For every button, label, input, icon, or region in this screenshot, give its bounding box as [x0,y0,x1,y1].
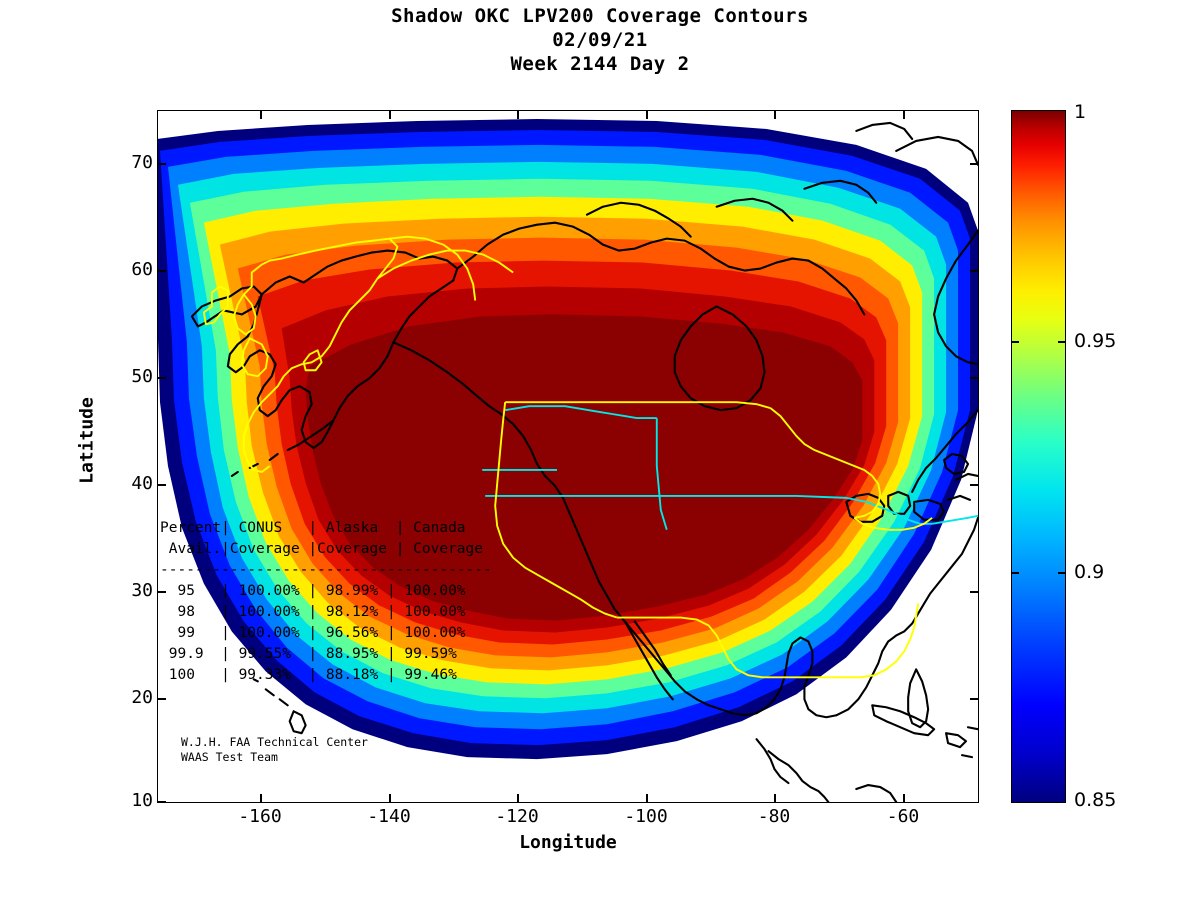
title-line-1: Shadow OKC LPV200 Coverage Contours [391,5,809,27]
x-tick-top-100 [646,110,648,119]
colorbar-tick-0.9-right [1058,572,1066,574]
colorbar-label-1: 1 [1074,101,1087,123]
colorbar-gradient [1012,111,1065,802]
y-tick-label-30: 30 [131,580,153,601]
y-tick-right-30 [970,591,979,593]
contour-band-1.0 [305,314,863,621]
colorbar-tick-0.95-left [1011,341,1019,343]
x-tick-100 [646,794,648,803]
y-tick-70 [157,163,166,165]
y-tick-label-70: 70 [131,152,153,173]
y-tick-30 [157,591,166,593]
x-tick-120 [517,794,519,803]
colorbar-tick-0.95-right [1058,341,1066,343]
service-volume-boundaries [202,235,933,679]
coverage-contour-bands [158,118,978,760]
x-tick-top-160 [260,110,262,119]
colorbar-label-0.95: 0.95 [1074,330,1117,352]
x-tick-80 [774,794,776,803]
chart-title-block: Shadow OKC LPV200 Coverage Contours 02/0… [0,4,1200,76]
colorbar-label-0.9: 0.9 [1074,561,1105,583]
y-tick-right-70 [970,163,979,165]
y-tick-label-50: 50 [131,366,153,387]
title-line-2: 02/09/21 [552,29,648,51]
coverage-map-svg [158,111,978,802]
y-tick-right-60 [970,270,979,272]
coverage-map-plot [157,110,979,803]
x-tick-label-80: -80 [757,806,791,827]
y-tick-label-40: 40 [131,473,153,494]
x-tick-top-140 [389,110,391,119]
y-axis-label: Latitude [76,397,98,484]
y-tick-label-60: 60 [131,259,153,280]
y-tick-20 [157,698,166,700]
y-tick-right-40 [970,484,979,486]
x-tick-label-100: -100 [624,806,668,827]
x-tick-label-60: -60 [886,806,920,827]
colorbar [1011,110,1066,803]
y-tick-60 [157,270,166,272]
x-tick-top-120 [517,110,519,119]
x-axis-label: Longitude [519,832,617,853]
y-tick-50 [157,377,166,379]
title-line-3: Week 2144 Day 2 [510,53,690,75]
y-tick-label-10: 10 [131,790,153,811]
x-tick-top-80 [774,110,776,119]
coverage-stats-table: Percent| CONUS | Alaska | Canada Avail.|… [160,520,492,683]
y-tick-right-20 [970,698,979,700]
x-tick-160 [260,794,262,803]
credit-text: W.J.H. FAA Technical Center WAAS Test Te… [181,735,368,764]
x-tick-60 [903,794,905,803]
x-tick-top-60 [903,110,905,119]
y-tick-right-50 [970,377,979,379]
x-tick-label-140: -140 [367,806,411,827]
y-tick-10 [157,801,166,803]
x-tick-label-120: -120 [495,806,539,827]
coastlines [190,121,978,802]
colorbar-tick-0.9-left [1011,572,1019,574]
y-tick-label-20: 20 [131,687,153,708]
colorbar-label-0.85: 0.85 [1074,789,1117,811]
x-tick-140 [389,794,391,803]
x-tick-label-160: -160 [238,806,282,827]
y-tick-40 [157,484,166,486]
international-border [482,405,978,531]
